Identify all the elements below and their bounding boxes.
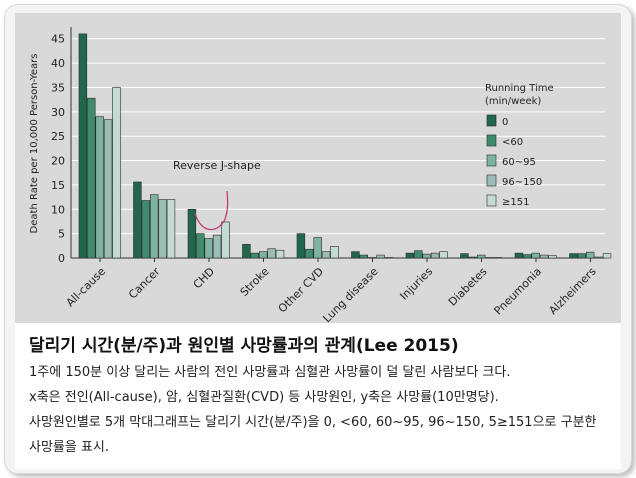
legend-label: 60~95 (502, 157, 536, 168)
chart-panel: 0 5 10 15 20 25 30 35 40 45 Death Rate per 10,000 … (15, 13, 621, 323)
bar (187, 208, 197, 259)
bar (275, 249, 285, 259)
bar (305, 248, 314, 259)
x-tick-label: Other CVD (276, 265, 326, 315)
bar (87, 97, 96, 259)
bar (141, 200, 151, 259)
y-tick-label: 10 (51, 203, 65, 216)
bar (250, 252, 259, 259)
caption-line-3: 사망원인별로 5개 막대그래프는 달리기 시간(분/주)을 0, <60, 60… (29, 415, 597, 430)
bar (242, 244, 251, 259)
caption-title: 달리기 시간(분/주)과 원인별 사망률과의 관계(Lee 2015) (29, 336, 459, 356)
x-tick-label: CHD (191, 265, 217, 291)
y-tick-label: 30 (51, 106, 65, 119)
bar (439, 251, 448, 259)
bar (313, 237, 322, 259)
bar (259, 251, 268, 259)
bar (468, 256, 477, 259)
legend-title: Running Time (485, 83, 554, 94)
bar (150, 194, 159, 259)
bar (103, 119, 113, 259)
x-tick-label: Injuries (397, 265, 435, 303)
bar (221, 221, 230, 259)
bar (476, 254, 486, 259)
bar (95, 116, 104, 259)
bar (204, 238, 213, 259)
bar (359, 254, 368, 259)
figure-frame: 0 5 10 15 20 25 30 35 40 45 Death Rate per 10,000 … (4, 4, 632, 474)
bar (321, 251, 331, 259)
bar (523, 254, 532, 259)
y-tick-label: 0 (58, 252, 65, 265)
annotation-curve (194, 190, 229, 231)
legend-label: 96~150 (502, 177, 542, 188)
bar-chart: 0 5 10 15 20 25 30 35 40 45 Death Rate per 10,000 … (29, 27, 612, 323)
bar (460, 253, 469, 259)
legend-swatch (486, 154, 497, 167)
caption-line-4: 사망률을 표시. (29, 440, 110, 455)
legend-label: <60 (502, 137, 523, 148)
y-tick-label: 20 (51, 155, 65, 168)
legend-label: 0 (502, 117, 508, 128)
bar (405, 252, 415, 259)
bar (548, 255, 557, 259)
legend-swatch (486, 134, 497, 147)
x-tick-label: Diabetes (446, 265, 490, 309)
caption-panel: 달리기 시간(분/주)과 원인별 사망률과의 관계(Lee 2015) 1주에 … (15, 323, 621, 469)
bar (78, 33, 88, 259)
bar (330, 246, 339, 259)
bar (577, 253, 587, 259)
bar (196, 233, 205, 259)
y-tick-label: 45 (51, 33, 65, 46)
bar (531, 252, 540, 259)
bar (158, 199, 167, 259)
x-tick-label: Alzheimers (546, 265, 598, 317)
bar (585, 251, 595, 259)
y-tick-label: 25 (51, 130, 65, 143)
bar (539, 254, 549, 259)
bar (296, 233, 306, 259)
caption-line-1: 1주에 150분 이상 달리는 사람의 전인 사망률과 심혈관 사망률이 덜 달… (29, 365, 511, 380)
bar (514, 252, 524, 259)
bar (351, 251, 360, 259)
legend-label: ≥151 (502, 197, 529, 208)
x-tick-label: Pneumonia (492, 265, 545, 318)
y-tick-label: 40 (51, 57, 65, 70)
x-tick-label: Stroke (238, 265, 272, 299)
bar (376, 254, 385, 259)
x-tick-label: Cancer (126, 265, 163, 302)
annotation-label: Reverse J-shape (173, 159, 261, 172)
caption-line-2: x축은 전인(All-cause), 암, 심혈관질환(CVD) 등 사망원인,… (29, 390, 499, 405)
bar (414, 250, 423, 259)
bar (430, 252, 440, 259)
legend-title: (min/week) (485, 96, 541, 107)
bar (212, 234, 222, 259)
y-axis-label: Death Rate per 10,000 Person-Years (29, 54, 40, 234)
x-tick-label: All-cause (64, 265, 109, 310)
bar (422, 253, 431, 259)
legend-swatch (486, 174, 497, 187)
bar (594, 256, 603, 259)
bar (112, 87, 121, 259)
y-tick-label: 15 (51, 179, 65, 192)
bar (602, 253, 612, 259)
x-tick-label: Lung disease (320, 265, 380, 323)
bar (166, 199, 176, 259)
legend-swatch (486, 194, 497, 207)
y-tick-label: 5 (58, 228, 65, 241)
bar (267, 248, 276, 259)
bar (569, 253, 578, 259)
legend-swatch (486, 114, 497, 127)
bar (133, 181, 142, 259)
y-tick-label: 35 (51, 81, 65, 94)
